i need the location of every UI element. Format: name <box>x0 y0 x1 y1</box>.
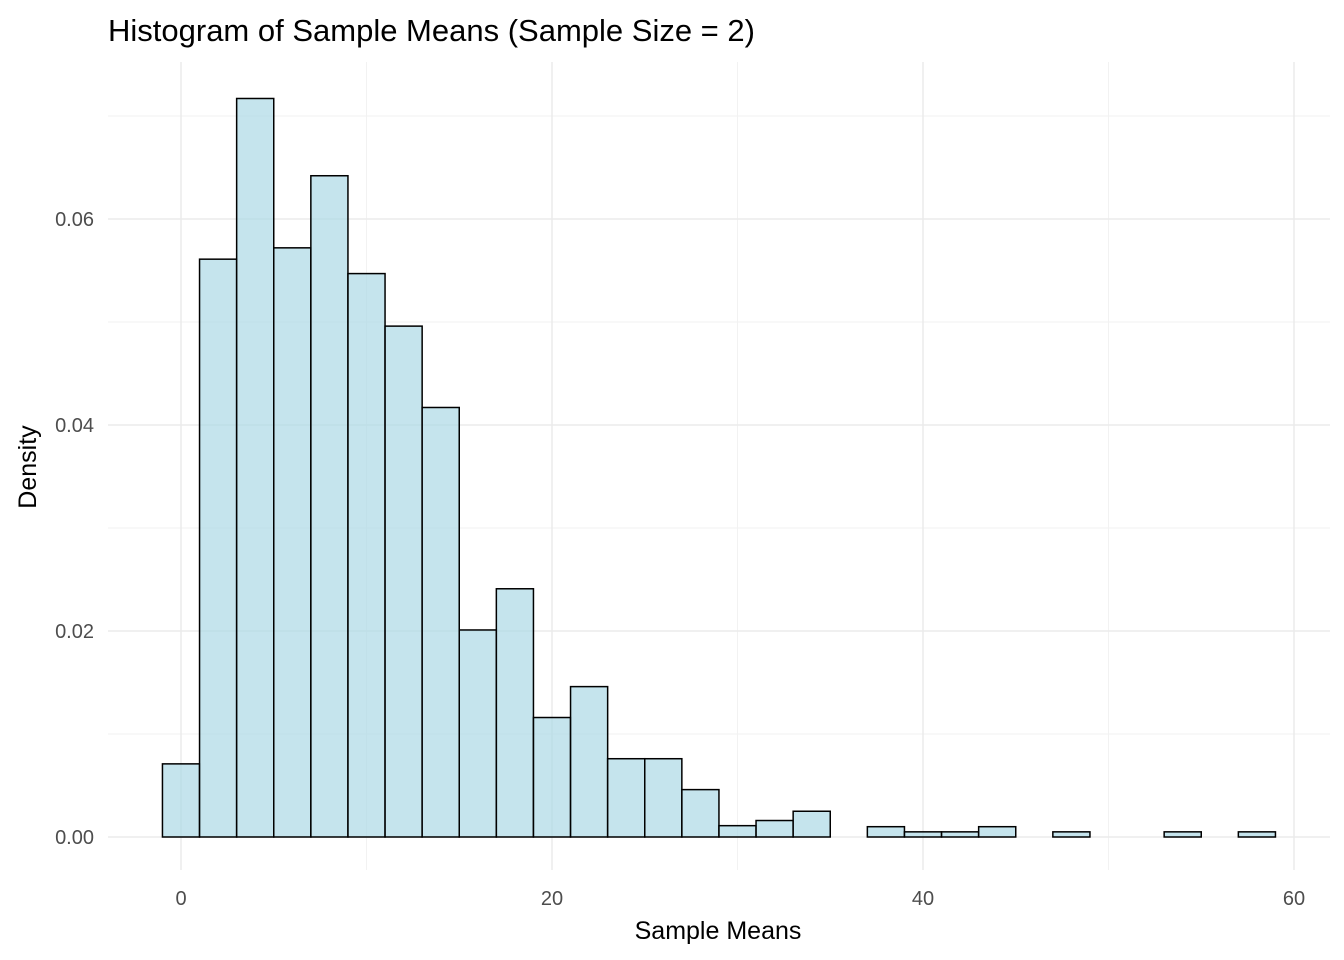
x-tick-label: 0 <box>175 888 186 910</box>
histogram-bar <box>569 685 609 838</box>
y-tick-label: 0.02 <box>55 621 94 643</box>
histogram-bar <box>310 174 349 838</box>
histogram-bar <box>755 819 794 838</box>
y-tick-label: 0.06 <box>55 209 94 231</box>
y-tick-label: 0.04 <box>55 415 94 437</box>
histogram-bar <box>1237 831 1277 838</box>
histogram-bar <box>644 757 683 838</box>
axis-ticks: 0 20 40 60 0.00 0.02 0.04 0.06 <box>55 209 1305 910</box>
histogram-bar <box>977 825 1017 838</box>
x-tick-label: 60 <box>1283 888 1305 910</box>
histogram-bar <box>792 810 832 838</box>
histogram-bar <box>198 258 238 838</box>
y-tick-label: 0.00 <box>55 827 94 849</box>
histogram-bar <box>161 763 201 838</box>
histogram-bars <box>161 97 1277 838</box>
histogram-bar <box>681 788 720 838</box>
histogram-bar <box>495 588 535 838</box>
histogram-bar <box>532 716 572 838</box>
histogram-bar <box>718 824 757 838</box>
chart-title: Histogram of Sample Means (Sample Size =… <box>108 13 755 48</box>
histogram-bar <box>421 406 460 838</box>
histogram-bar <box>866 825 906 838</box>
histogram-bar <box>384 325 423 838</box>
histogram-bar <box>606 757 646 838</box>
histogram-bar <box>347 272 386 838</box>
histogram-bar <box>1163 831 1203 838</box>
y-axis-label: Density <box>14 425 42 509</box>
x-tick-label: 40 <box>912 888 934 910</box>
histogram-bar <box>458 629 498 838</box>
x-axis-label: Sample Means <box>635 917 802 945</box>
histogram-bar <box>1052 831 1091 838</box>
histogram-bar <box>235 97 275 838</box>
x-tick-label: 20 <box>541 888 563 910</box>
histogram-bar <box>940 831 980 838</box>
histogram-bar <box>903 831 943 838</box>
histogram-bar <box>273 247 312 838</box>
